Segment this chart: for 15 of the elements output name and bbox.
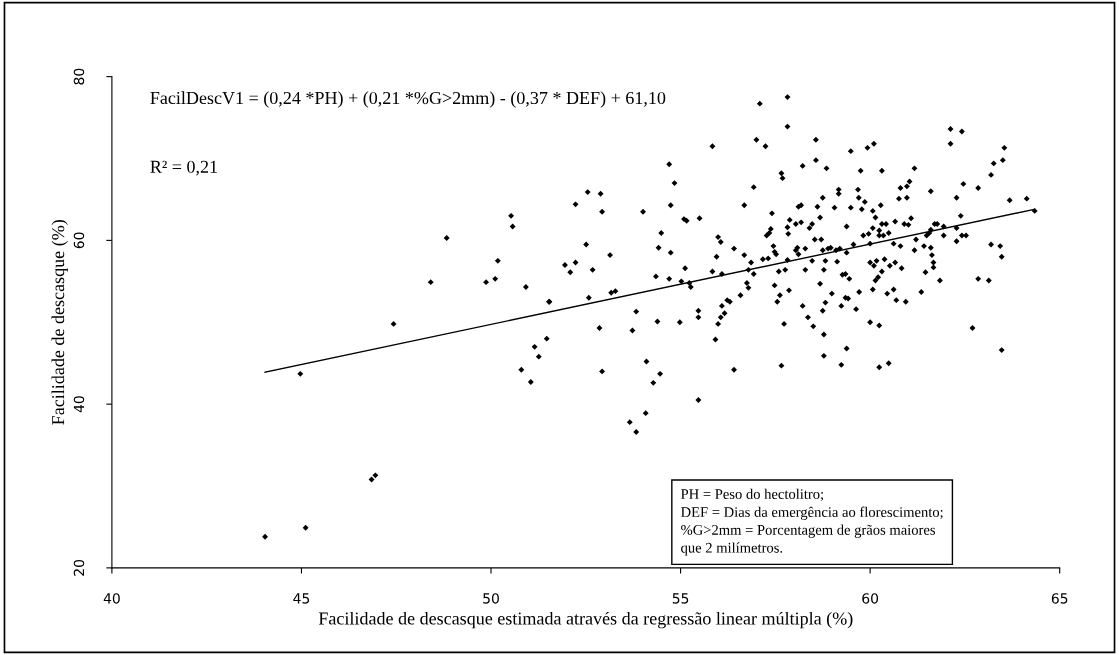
x-tick-label: 60 — [862, 593, 879, 604]
annotation: PH = Peso do hectolitro; DEF = Dias da emergência ao florescimento; %G>2mm = Porcentagem de grãos maiores que 2 milímetros. — [681, 488, 943, 556]
annotation: R² = 0,21 — [150, 160, 217, 176]
x-tick-label: 45 — [293, 593, 310, 604]
x-axis-title: Facilidade de descasque estimada através da regressão linear múltipla (%) — [318, 611, 853, 629]
y-tick-label: 60 — [73, 232, 85, 249]
x-tick-label: 40 — [103, 593, 120, 604]
y-tick-label: 20 — [73, 559, 85, 576]
x-tick-label: 50 — [483, 593, 499, 604]
x-tick-label: 55 — [672, 593, 689, 604]
x-tick-label: 65 — [1051, 593, 1068, 604]
y-tick-label: 40 — [73, 396, 85, 413]
annotation: FacilDescV1 = (0,24 *PH) + (0,21 *%G>2mm) - (0,37 * DEF) + 61,10 — [150, 91, 666, 108]
y-tick-label: 80 — [73, 68, 85, 85]
y-axis-title: Facilidade de descasque (%) — [51, 220, 68, 425]
